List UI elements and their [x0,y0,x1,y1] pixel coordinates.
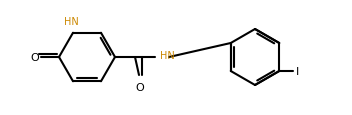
Text: O: O [31,53,39,62]
Text: O: O [136,82,144,92]
Text: HN: HN [64,17,78,27]
Text: HN: HN [160,51,175,60]
Text: I: I [296,66,300,76]
